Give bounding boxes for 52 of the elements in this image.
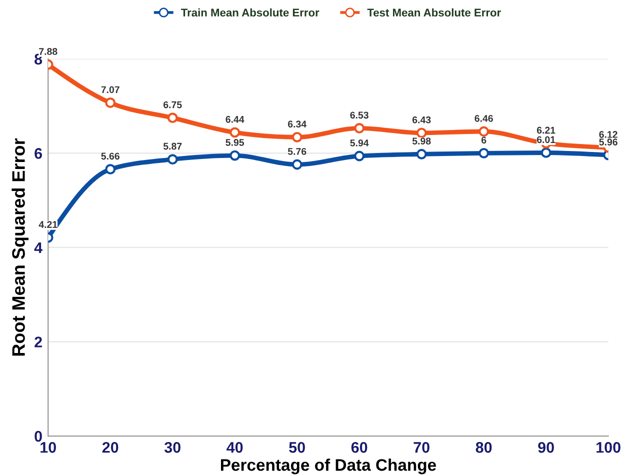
point bbox=[416, 128, 427, 138]
x-tick-label: 50 bbox=[289, 442, 305, 453]
point bbox=[540, 148, 552, 158]
point bbox=[292, 132, 302, 142]
data-label: 5.66 bbox=[101, 152, 120, 160]
data-label: 5.87 bbox=[163, 142, 182, 150]
point bbox=[105, 98, 116, 108]
point bbox=[478, 148, 490, 158]
data-label: 5.94 bbox=[350, 140, 369, 146]
x-tick-label: 70 bbox=[414, 442, 430, 453]
data-label: 6.53 bbox=[350, 112, 368, 119]
x-tick-label: 20 bbox=[102, 442, 118, 453]
data-label: 6.75 bbox=[163, 101, 182, 108]
y-tick-label: 4 bbox=[34, 242, 42, 254]
x-tick-label: 30 bbox=[164, 442, 180, 453]
point bbox=[416, 148, 427, 160]
x-tick-label: 100 bbox=[596, 442, 620, 453]
point bbox=[292, 159, 302, 170]
point bbox=[167, 112, 178, 124]
data-label: 6 bbox=[481, 136, 486, 144]
x-tick-label: 10 bbox=[40, 442, 56, 453]
data-label: 7.07 bbox=[101, 86, 120, 94]
data-label: 6.46 bbox=[474, 114, 493, 122]
data-label: 5.96 bbox=[599, 138, 618, 146]
point bbox=[105, 164, 116, 174]
point bbox=[167, 154, 178, 165]
x-axis-title: Percentage of Data Change bbox=[220, 458, 436, 474]
data-label: 5.95 bbox=[226, 139, 244, 146]
data-label: 6.34 bbox=[288, 120, 306, 128]
data-label: 7.88 bbox=[39, 48, 58, 55]
point bbox=[230, 150, 240, 161]
point bbox=[354, 150, 365, 162]
data-label: 6.21 bbox=[536, 126, 556, 134]
y-tick-label: 6 bbox=[34, 148, 42, 159]
data-label: 6.12 bbox=[599, 131, 618, 138]
point bbox=[354, 122, 365, 134]
legend-label: Test Mean Absolute Error bbox=[367, 8, 501, 17]
y-tick-label: 2 bbox=[34, 336, 42, 348]
point bbox=[230, 127, 240, 138]
data-label: 6.43 bbox=[412, 116, 431, 124]
x-tick-label: 60 bbox=[351, 442, 368, 453]
y-tick-label: 0 bbox=[34, 430, 42, 442]
data-label: 5.76 bbox=[288, 148, 306, 155]
data-label: 5.98 bbox=[412, 138, 431, 145]
x-tick-label: 90 bbox=[538, 442, 554, 453]
legend-label: Train Mean Absolute Error bbox=[180, 8, 320, 17]
x-tick-label: 80 bbox=[476, 442, 492, 453]
y-axis-title: Root Mean Squared Error bbox=[12, 138, 28, 356]
data-label: 4.21 bbox=[38, 221, 58, 228]
data-label: 6.44 bbox=[226, 116, 244, 123]
x-tick-label: 40 bbox=[226, 442, 243, 453]
point bbox=[478, 126, 490, 137]
